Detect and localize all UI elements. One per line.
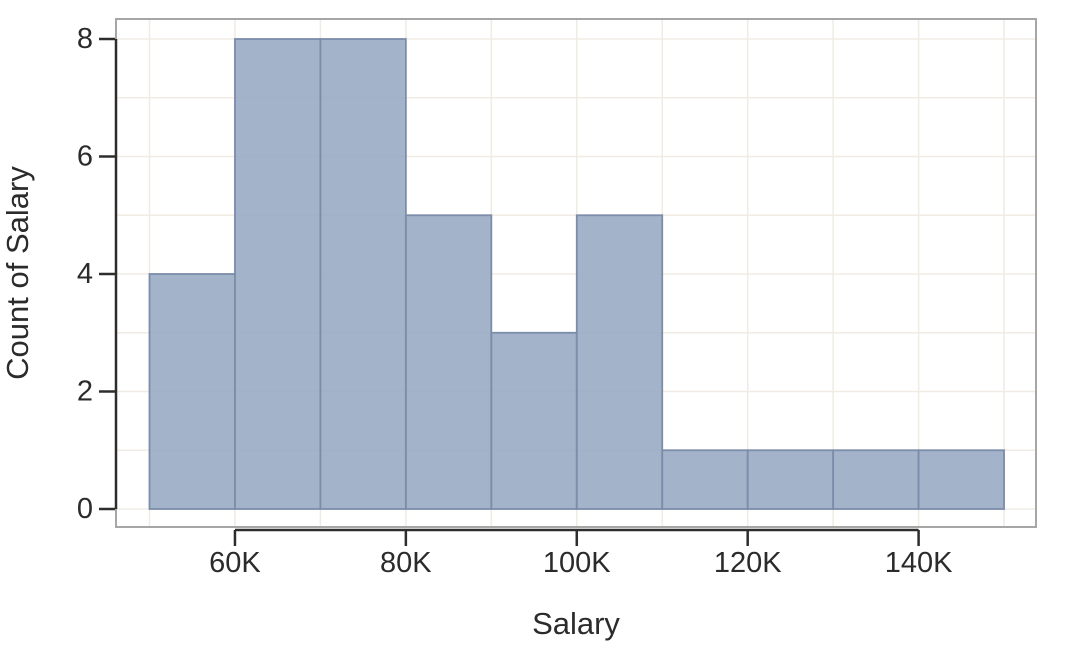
- y-axis-title: Count of Salary: [0, 166, 35, 380]
- x-tick-label: 80K: [380, 547, 432, 579]
- y-tick-label: 0: [77, 493, 93, 525]
- histogram-bar: [746, 449, 835, 510]
- histogram-bar: [404, 214, 493, 510]
- y-tick-label: 4: [77, 258, 93, 290]
- histogram-bar: [917, 449, 1005, 510]
- histogram-bar: [234, 38, 322, 510]
- histogram-bar: [319, 38, 407, 510]
- histogram-bar: [661, 449, 749, 510]
- y-tick-label: 2: [77, 376, 93, 408]
- bars: [148, 38, 1005, 510]
- x-tick-label: 120K: [714, 547, 782, 579]
- histogram-bar: [490, 331, 578, 510]
- axes: 0 2 4 6 8 60K 80K 100K 120K 140K: [77, 23, 953, 579]
- histogram-bar: [575, 214, 664, 510]
- y-tick-label: 6: [77, 141, 93, 173]
- x-tick-label: 100K: [543, 547, 611, 579]
- x-axis-title: Salary: [532, 606, 620, 641]
- y-tick-label: 8: [77, 23, 93, 55]
- chart-layers: 0 2 4 6 8 60K 80K 100K 120K 140K: [77, 18, 1037, 579]
- x-tick-label: 60K: [209, 547, 261, 579]
- histogram-bar: [832, 449, 920, 510]
- histogram-bar: [148, 273, 236, 510]
- x-tick-label: 140K: [885, 547, 953, 579]
